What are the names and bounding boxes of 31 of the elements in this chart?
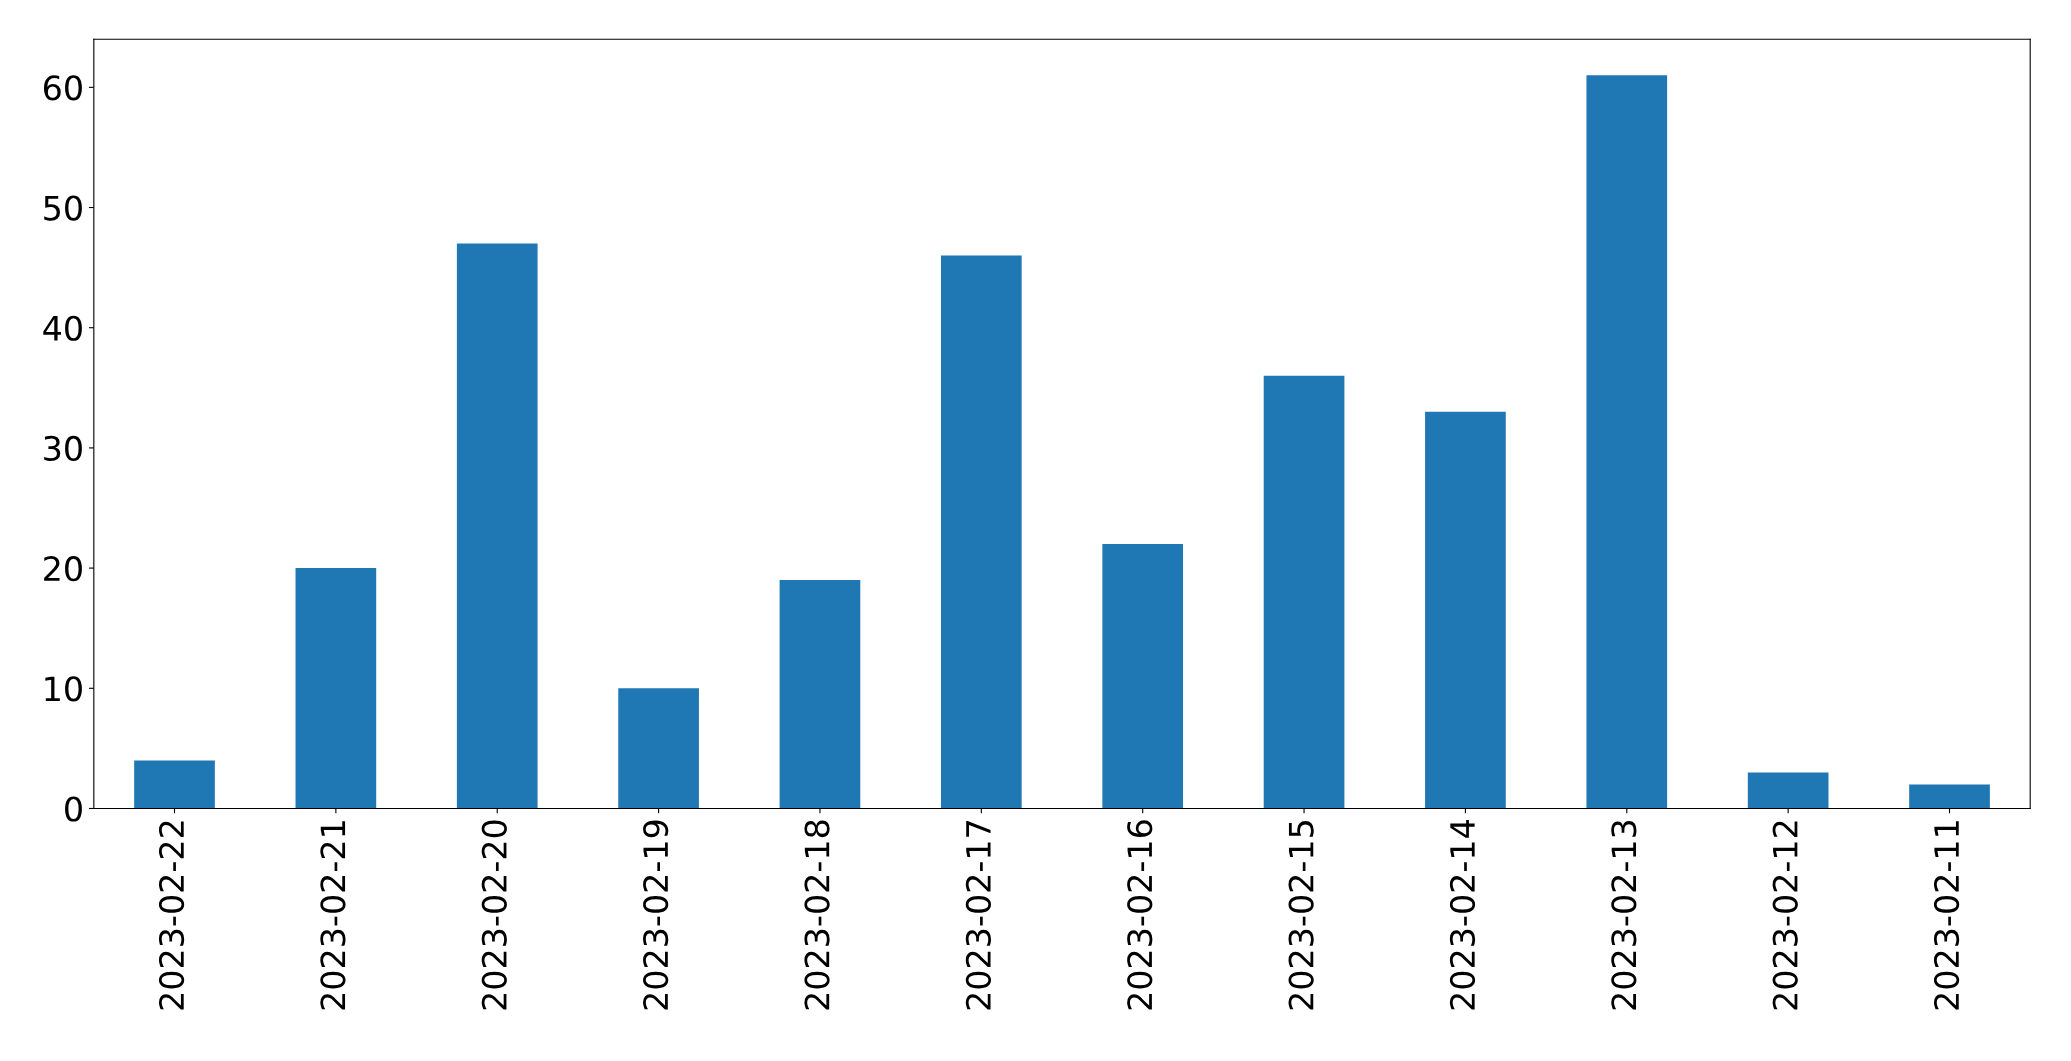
x-tick-label: 2023-02-13 <box>1611 820 1637 1010</box>
x-tick-label: 2023-02-21 <box>320 821 346 1010</box>
bar <box>618 688 699 809</box>
bar <box>779 580 861 809</box>
y-tick-label: 40 <box>43 315 82 341</box>
bar <box>295 568 377 809</box>
y-tick-label: 10 <box>45 676 82 702</box>
x-tick-label: 2023-02-16 <box>1127 820 1153 1010</box>
x-tick-label: 2023-02-22 <box>158 821 185 1010</box>
bar <box>1909 784 1990 809</box>
x-tick-label: 2023-02-15 <box>1288 821 1314 1010</box>
y-tick-label: 50 <box>44 195 82 221</box>
x-tick-label: 2023-02-12 <box>1772 821 1798 1010</box>
bar <box>134 760 215 809</box>
y-tick-label: 30 <box>44 435 82 462</box>
bar <box>1586 75 1668 809</box>
x-tick-label: 2023-02-19 <box>643 820 669 1010</box>
x-tick-label: 2023-02-18 <box>804 820 830 1010</box>
x-tick-label: 2023-02-20 <box>481 820 507 1010</box>
y-tick-label: 60 <box>44 75 82 101</box>
bar <box>1425 411 1506 809</box>
bar <box>1102 544 1184 809</box>
bar <box>456 243 538 809</box>
x-tick-label: 2023-02-11 <box>1933 821 1960 1010</box>
bar <box>1263 375 1345 809</box>
x-tick-label: 2023-02-14 <box>1449 820 1476 1010</box>
x-tick-label: 2023-02-17 <box>965 821 991 1010</box>
y-tick-label: 0 <box>65 796 82 822</box>
bar <box>1747 772 1829 809</box>
bar <box>940 255 1022 809</box>
y-tick-label: 20 <box>44 556 82 582</box>
